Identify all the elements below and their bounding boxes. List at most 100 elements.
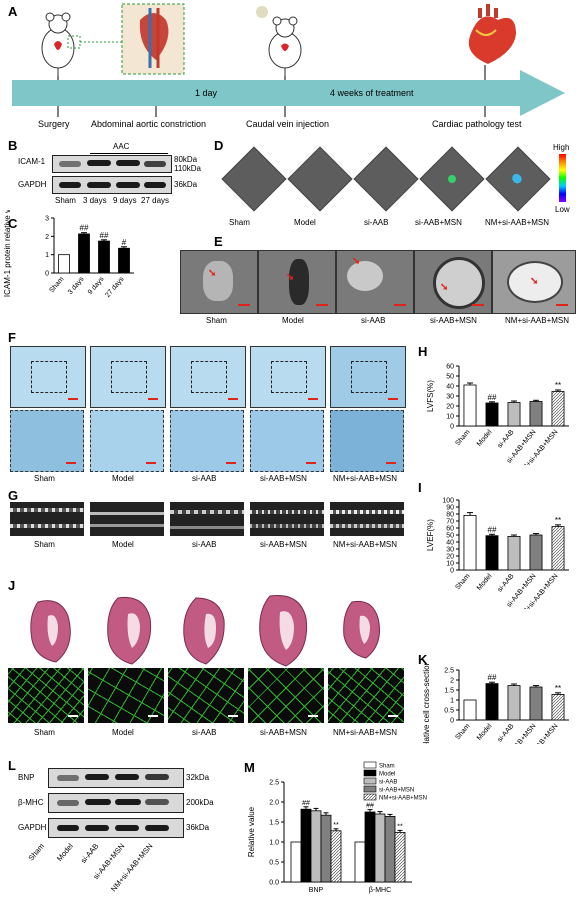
lane-label: 9 days (113, 196, 137, 205)
bar (551, 526, 565, 571)
icam-blot (52, 155, 172, 173)
group-label: Model (294, 218, 316, 227)
y-tick-label: 0.5 (444, 708, 454, 715)
bar (551, 391, 565, 427)
bar (463, 699, 477, 721)
y-tick-label: 1.5 (444, 688, 454, 695)
masson-zoom (250, 410, 324, 472)
bar (463, 514, 477, 571)
y-tick-label: 100 (442, 498, 454, 505)
masson-zoom (330, 410, 404, 472)
bar (58, 254, 70, 274)
group-label: NM+si-AAB+MSN (485, 218, 550, 227)
size-marker: 110kDa (174, 164, 201, 173)
y-axis-label: LVFS(%) (426, 380, 435, 412)
imaging-mouse (419, 146, 485, 212)
heart-icon (468, 4, 516, 64)
imaging-mouse (485, 146, 551, 212)
panel-label-h: H (418, 344, 428, 359)
chart-m: 0.0 0.5 1.0 1.5 2.0 2.5 Relative value ## ** BNP #… (247, 761, 427, 894)
x-tick-label: si-AAB (496, 723, 515, 744)
bar (320, 814, 332, 883)
y-tick-label: 1 (450, 698, 454, 705)
timeline-interval-2: 4 weeks of treatment (330, 88, 414, 98)
wga-image (328, 668, 404, 723)
significance-mark: ** (397, 823, 403, 830)
timeline-step-4: Cardiac pathology test (432, 119, 522, 129)
panel-label-e: E (214, 234, 223, 249)
masson-image (330, 346, 406, 408)
size-marker: 80kDa (174, 155, 198, 164)
scale-high-label: High (553, 143, 570, 152)
em-image (492, 250, 576, 314)
y-tick-label: 0 (450, 424, 454, 431)
bar (330, 830, 342, 883)
size-marker: 36kDa (186, 823, 210, 832)
aac-header: AAC (113, 142, 130, 151)
imaging-mouse (353, 146, 419, 212)
bar (507, 685, 521, 721)
y-tick-label: 2.5 (269, 780, 279, 787)
y-axis-label: Relative cell cross-sectional area (422, 664, 431, 744)
significance-mark: ## (302, 800, 310, 807)
bar (374, 813, 386, 883)
y-tick-label: 60 (446, 526, 454, 533)
wga-image (88, 668, 164, 723)
timeline-illustration (12, 3, 565, 117)
panel-label-b: B (8, 138, 18, 153)
em-image (336, 250, 414, 314)
y-tick-label: 40 (446, 540, 454, 547)
legend-swatch (363, 777, 377, 785)
bar (98, 240, 110, 274)
significance-mark: ## (488, 525, 497, 534)
x-tick-label: si-AAB (496, 429, 515, 450)
group-label: Model (112, 474, 134, 483)
y-axis-label: Relative value (247, 806, 256, 857)
bar (529, 401, 543, 427)
gapdh-blot (48, 818, 184, 838)
echo-image (90, 502, 164, 536)
x-tick-label: 3 days (67, 275, 86, 296)
x-tick-label: Sham (48, 276, 65, 295)
group-label: si-AAB+MSN (415, 218, 462, 227)
bar (507, 402, 521, 427)
timeline-step-3: Caudal vein injection (246, 119, 330, 129)
y-axis-label: LVEF(%) (426, 519, 435, 551)
y-tick-label: 1.5 (269, 820, 279, 827)
x-tick-label: Model (476, 572, 494, 591)
timeline-step-1: Surgery (38, 119, 70, 129)
wga-image (168, 668, 244, 723)
masson-image (250, 346, 326, 408)
y-tick-label: 30 (446, 547, 454, 554)
x-tick-label: β-MHC (369, 887, 391, 894)
panel-label-j: J (8, 578, 16, 593)
bar (78, 233, 90, 274)
wga-image (248, 668, 324, 723)
y-tick-label: 3 (45, 216, 49, 223)
group-label: si-AAB+MSN (260, 474, 307, 483)
y-tick-label: 90 (446, 505, 454, 512)
x-tick-label: 9 days (87, 275, 106, 296)
y-tick-label: 10 (446, 414, 454, 421)
em-image (258, 250, 336, 314)
y-tick-label: 1 (45, 252, 49, 259)
bar (394, 832, 406, 883)
panel-label-a: A (8, 4, 18, 19)
masson-image (90, 346, 166, 408)
x-tick-label: Model (476, 722, 494, 741)
legend-swatch (363, 785, 377, 793)
significance-mark: ** (555, 684, 561, 693)
y-tick-label: 2.5 (444, 668, 454, 675)
group-label: si-AAB+MSN (260, 540, 307, 549)
blot-row-label: GAPDH (18, 180, 47, 189)
panel-label-f: F (8, 330, 16, 345)
y-axis-label: ICAM-1 protein relative value (3, 210, 12, 297)
x-tick-label: Sham (454, 429, 471, 448)
bar (529, 534, 543, 571)
y-tick-label: 0 (450, 718, 454, 725)
timeline-step-2: Abdominal aortic constriction (91, 119, 207, 129)
bar (463, 384, 477, 427)
y-tick-label: 2 (450, 678, 454, 685)
significance-mark: ## (488, 673, 497, 682)
